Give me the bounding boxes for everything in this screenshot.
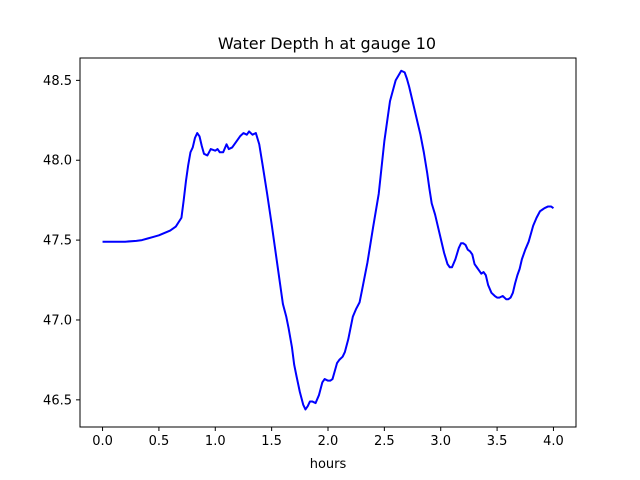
y-tick-label: 47.5: [43, 234, 72, 249]
y-tick-label: 48.0: [43, 154, 72, 169]
x-tick-label: 1.0: [205, 434, 226, 449]
y-axis-ticks: 46.5 47.0 47.5 48.0 48.5: [43, 74, 80, 408]
x-tick-label: 0.0: [92, 434, 113, 449]
x-tick-label: 2.5: [374, 434, 395, 449]
series-layer: [102, 69, 555, 411]
x-tick-label: 4.0: [543, 434, 564, 449]
plot-frame: [79, 57, 577, 428]
x-tick-label: 1.5: [261, 434, 282, 449]
series-line-0: [102, 69, 555, 411]
y-tick-label: 47.0: [43, 313, 72, 328]
y-tick-label: 48.5: [43, 74, 72, 89]
x-tick-label: 3.5: [487, 434, 508, 449]
y-tick-label: 46.5: [43, 393, 72, 408]
plot-area: [79, 57, 577, 428]
x-tick-label: 2.0: [318, 434, 339, 449]
x-axis-title: hours: [310, 457, 347, 472]
x-axis-ticks: 0.0 0.5 1.0 1.5 2.0 2.5 3.0 3.5 4.0: [92, 427, 564, 449]
x-tick-label: 0.5: [149, 434, 170, 449]
chart-title: Water Depth h at gauge 10: [218, 34, 436, 53]
x-tick-label: 3.0: [430, 434, 451, 449]
